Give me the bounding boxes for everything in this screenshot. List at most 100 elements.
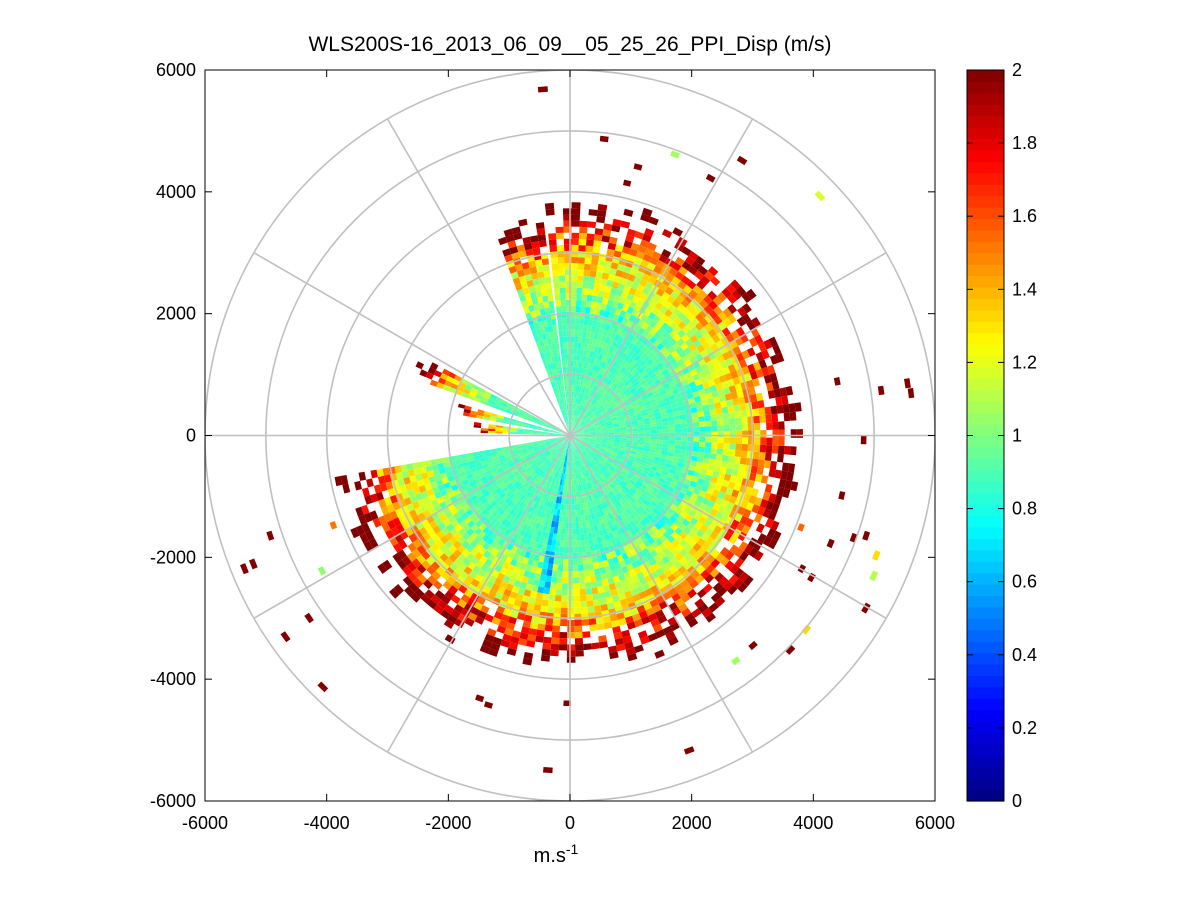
data-cell [612,346,619,354]
colorbar-tick-label: 1.8 [1012,133,1037,153]
data-cell [611,451,618,455]
data-cell [426,599,438,610]
data-cell [555,452,560,458]
data-cell [668,357,677,366]
data-cell [377,475,386,485]
data-cell [587,288,594,296]
data-cell [627,499,634,506]
data-cell [477,409,485,414]
data-cell [559,632,568,639]
data-cell [580,452,585,458]
data-cell [575,441,580,446]
data-cell [602,431,609,434]
data-cell [538,418,545,423]
data-cell [581,414,586,420]
data-cell [738,396,746,405]
data-cell [574,330,579,337]
data-cell [555,465,559,472]
data-cell [686,392,694,400]
data-cell [699,308,709,318]
data-cell [547,507,552,515]
data-cell [486,537,494,546]
data-cell [618,392,625,398]
data-cell [558,361,562,368]
data-cell [605,448,612,453]
data-cell [476,465,484,472]
data-cell [641,453,649,458]
data-cell [748,495,757,505]
data-cell [593,543,600,551]
data-cell [544,276,552,284]
data-cell [741,365,750,375]
data-cell [786,471,794,482]
data-cell [589,414,596,419]
data-cell [601,456,607,462]
data-cell [475,501,483,509]
data-cell [782,404,790,413]
data-cell [515,574,524,582]
data-cell [571,429,576,435]
data-cell [548,344,553,351]
data-cell [601,439,608,442]
data-cell [607,425,614,429]
data-cell [715,497,724,506]
data-cell [737,582,748,593]
data-cell [680,423,688,429]
data-cell [556,312,562,319]
data-cell [644,436,651,440]
data-cell [515,423,523,427]
data-cell [618,418,625,423]
data-cell [652,315,661,324]
data-cell [619,560,627,568]
data-cell [522,236,532,245]
data-cell [645,325,654,333]
data-cell [643,516,651,525]
data-cell [688,250,699,261]
data-cell [548,446,554,451]
data-cell [484,390,492,397]
data-cell [465,536,475,545]
data-cell [677,405,685,412]
data-cell [441,571,451,581]
data-cell [671,478,679,485]
data-cell [550,437,557,440]
data-cell [577,398,581,405]
data-cell [551,463,556,470]
data-cell [556,576,563,584]
data-cell [612,479,619,486]
data-cell [588,612,596,620]
data-cell [519,294,527,303]
data-cell [612,461,619,467]
data-cell [577,336,583,343]
data-cell [457,467,465,474]
data-cell [754,497,763,507]
data-cell [486,458,494,464]
data-cell [772,530,782,542]
data-cell [565,366,568,373]
data-cell [598,396,604,403]
data-cell [523,463,530,470]
data-cell [602,508,608,516]
data-cell [583,457,589,463]
data-cell [576,447,580,454]
data-cell [708,403,716,410]
data-cell [508,523,515,531]
data-cell [518,414,525,419]
data-cell [671,592,681,602]
data-cell [575,460,579,467]
data-cell [635,454,642,459]
data-cell [564,354,568,361]
data-cell [591,506,597,514]
data-cell [475,491,483,499]
data-cell [658,542,667,551]
data-cell [589,460,594,467]
data-cell [769,354,779,365]
x-tick-label: -2000 [425,813,471,833]
data-cell [571,287,577,294]
data-cell [596,470,602,477]
data-cell [562,571,569,578]
data-cell [583,438,590,441]
data-cell [649,445,657,450]
data-cell [667,507,676,516]
data-cell [563,342,568,349]
